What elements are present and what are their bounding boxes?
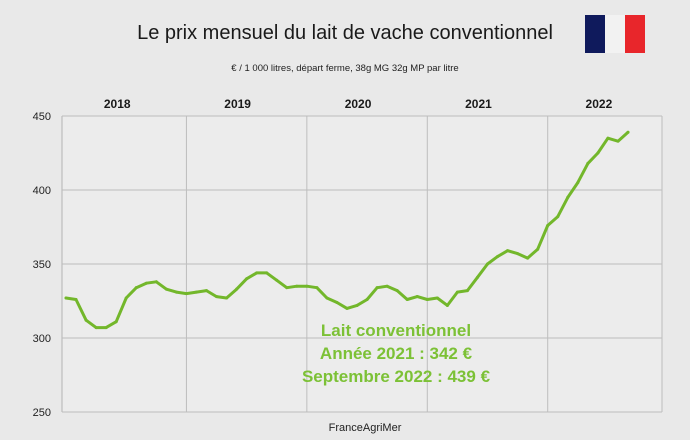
data-point xyxy=(144,281,148,285)
data-point xyxy=(576,181,580,185)
chart-title: Le prix mensuel du lait de vache convent… xyxy=(137,22,553,44)
flag-red-band xyxy=(625,15,645,53)
year-label: 2020 xyxy=(345,97,372,111)
y-tick-label: 250 xyxy=(33,407,51,419)
data-point xyxy=(94,326,98,330)
data-point xyxy=(496,255,500,259)
data-point xyxy=(475,275,479,279)
flag-white-band xyxy=(605,15,625,53)
data-point xyxy=(315,286,319,290)
data-point xyxy=(205,289,208,293)
data-point xyxy=(335,300,339,304)
data-point xyxy=(385,284,389,288)
data-points xyxy=(64,130,630,330)
data-point xyxy=(215,295,219,299)
data-point xyxy=(325,296,329,300)
data-point xyxy=(556,215,560,219)
data-point xyxy=(536,247,540,251)
source-label: FranceAgriMer xyxy=(328,422,402,434)
data-point xyxy=(194,290,198,294)
data-point xyxy=(405,298,409,302)
data-point xyxy=(626,130,630,134)
flag-blue-band xyxy=(585,15,605,53)
data-point xyxy=(365,298,369,302)
data-point xyxy=(546,224,550,228)
data-point xyxy=(455,290,459,294)
data-point xyxy=(265,271,269,275)
data-point xyxy=(435,296,439,300)
y-tick-label: 350 xyxy=(33,259,51,271)
data-point xyxy=(616,139,620,143)
data-point xyxy=(285,286,289,290)
data-point xyxy=(596,151,600,155)
data-point xyxy=(486,262,489,266)
data-point xyxy=(114,320,118,324)
y-tick-label: 450 xyxy=(33,111,51,123)
data-point xyxy=(235,287,239,291)
data-point xyxy=(104,326,108,330)
annotation-line-2: Année 2021 : 342 € xyxy=(320,344,473,363)
data-point xyxy=(526,256,530,260)
y-tick-label: 400 xyxy=(33,185,51,197)
data-point xyxy=(134,286,138,290)
data-point xyxy=(415,295,419,299)
data-point xyxy=(295,284,299,288)
data-point xyxy=(425,298,429,302)
y-axis-ticks: 450 400 350 300 250 xyxy=(33,111,51,419)
data-point xyxy=(606,136,610,140)
annotation-line-1: Lait conventionnel xyxy=(321,321,471,340)
year-label: 2018 xyxy=(104,97,131,111)
data-point xyxy=(174,290,178,294)
data-point xyxy=(74,298,78,302)
data-point xyxy=(305,284,309,288)
year-label: 2022 xyxy=(586,97,613,111)
y-tick-label: 300 xyxy=(33,333,51,345)
french-flag-icon xyxy=(585,15,645,53)
data-point xyxy=(465,289,469,293)
data-point xyxy=(355,303,359,307)
data-point xyxy=(225,296,229,300)
data-point xyxy=(255,271,259,275)
data-point xyxy=(375,286,379,290)
data-point xyxy=(345,306,349,310)
data-point xyxy=(84,318,88,322)
data-point xyxy=(64,296,68,300)
data-point xyxy=(516,252,520,256)
data-point xyxy=(506,249,510,253)
data-point xyxy=(586,161,590,165)
year-label: 2021 xyxy=(465,97,492,111)
data-point xyxy=(184,292,188,296)
year-labels: 2018 2019 2020 2021 2022 xyxy=(104,97,613,111)
data-point xyxy=(245,277,249,281)
data-point xyxy=(164,287,168,291)
grid-lines xyxy=(61,115,663,413)
year-label: 2019 xyxy=(224,97,251,111)
data-point xyxy=(445,303,449,307)
data-point xyxy=(566,195,570,199)
data-point xyxy=(154,280,158,284)
data-point xyxy=(124,296,128,300)
data-point xyxy=(275,278,279,282)
annotation: Lait conventionnel Année 2021 : 342 € Se… xyxy=(302,321,491,386)
data-point xyxy=(395,289,399,293)
chart-subtitle: € / 1 000 litres, départ ferme, 38g MG 3… xyxy=(231,63,459,74)
annotation-line-3: Septembre 2022 : 439 € xyxy=(302,367,491,386)
